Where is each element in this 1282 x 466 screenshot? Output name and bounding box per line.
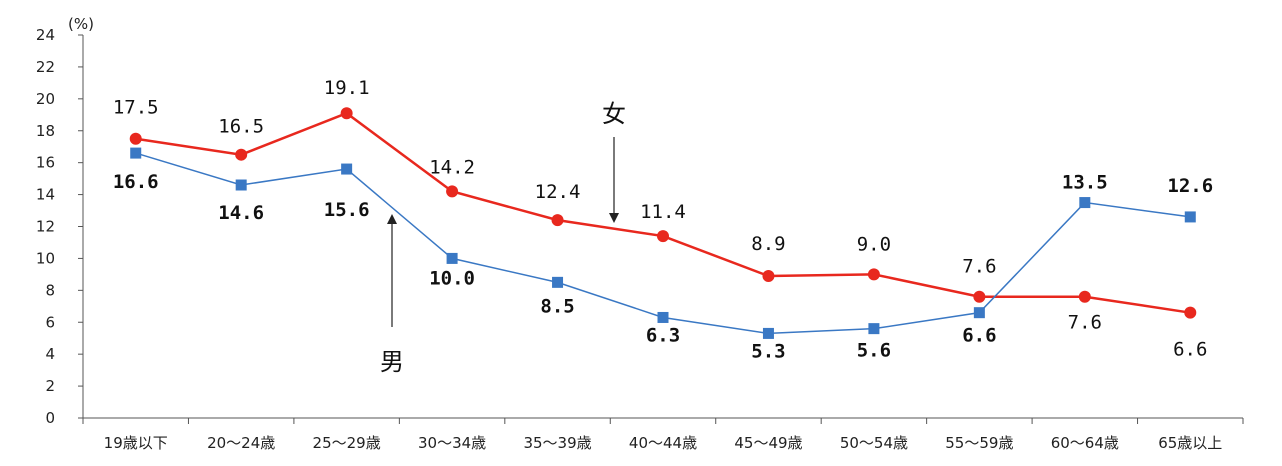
- data-point-male: [446, 252, 458, 264]
- data-label-male: 10.0: [429, 267, 475, 289]
- data-point-male: [552, 276, 564, 288]
- x-tick-label: 19歳以下: [104, 434, 168, 452]
- data-point-female: [129, 132, 142, 145]
- x-tick-label: 60～64歳: [1051, 434, 1119, 452]
- data-label-male: 13.5: [1062, 172, 1108, 194]
- data-label-male: 14.6: [218, 202, 264, 224]
- data-label-male: 8.5: [540, 295, 574, 317]
- data-label-female: 11.4: [640, 201, 686, 223]
- y-unit-label: (%): [68, 15, 94, 33]
- y-tick-label: 12: [36, 218, 55, 236]
- data-point-male: [341, 163, 353, 175]
- data-point-female: [973, 290, 986, 303]
- data-point-female: [1184, 306, 1197, 319]
- x-tick-label: 55～59歳: [945, 434, 1013, 452]
- arrow-head-icon: [609, 213, 619, 223]
- y-tick-label: 4: [45, 345, 55, 363]
- data-label-male: 12.6: [1167, 175, 1213, 197]
- data-label-male: 6.3: [646, 324, 680, 346]
- arrow-head-icon: [387, 214, 397, 224]
- x-tick-label: 50～54歳: [840, 434, 908, 452]
- data-point-female: [1078, 290, 1091, 303]
- data-label-female: 17.5: [113, 97, 159, 119]
- y-tick-label: 20: [36, 90, 55, 108]
- y-tick-label: 22: [36, 58, 55, 76]
- data-label-female: 7.6: [962, 256, 996, 278]
- data-label-female: 16.5: [218, 116, 264, 138]
- data-label-male: 15.6: [324, 199, 370, 221]
- data-point-male: [973, 307, 985, 319]
- data-point-female: [551, 214, 564, 227]
- data-label-female: 19.1: [324, 77, 370, 99]
- data-label-male: 6.6: [962, 325, 996, 347]
- data-point-female: [340, 107, 353, 120]
- y-tick-label: 10: [36, 249, 55, 267]
- y-tick-label: 24: [36, 26, 55, 44]
- data-point-female: [446, 185, 459, 198]
- y-tick-label: 2: [45, 377, 55, 395]
- data-point-male: [657, 311, 669, 323]
- data-label-female: 8.9: [751, 233, 785, 255]
- x-tick-label: 30～34歳: [418, 434, 486, 452]
- data-label-female: 7.6: [1068, 312, 1102, 334]
- y-tick-label: 8: [45, 281, 55, 299]
- series-line-male: [135, 152, 1191, 335]
- y-tick-label: 6: [45, 313, 55, 331]
- x-tick-label: 45～49歳: [734, 434, 802, 452]
- data-label-male: 5.6: [857, 340, 891, 362]
- y-tick-label: 14: [36, 186, 55, 204]
- data-point-female: [657, 230, 669, 243]
- data-label-female: 12.4: [535, 181, 581, 203]
- data-label-male: 5.3: [751, 340, 785, 362]
- series-annotation-male: 男: [380, 348, 404, 376]
- y-tick-label: 0: [45, 409, 55, 427]
- data-point-male: [762, 327, 774, 339]
- data-point-female: [762, 269, 775, 282]
- x-tick-label: 35～39歳: [523, 434, 591, 452]
- y-tick-label: 16: [36, 154, 55, 172]
- data-label-male: 16.6: [113, 171, 159, 193]
- data-point-male: [235, 179, 247, 191]
- x-tick-label: 25～29歳: [313, 434, 381, 452]
- data-label-female: 9.0: [857, 233, 891, 255]
- data-point-male: [1184, 211, 1196, 223]
- data-label-female: 14.2: [429, 156, 475, 178]
- x-tick-label: 20～24歳: [207, 434, 275, 452]
- y-tick-label: 18: [36, 122, 55, 140]
- data-point-female: [235, 148, 248, 161]
- data-point-male: [1079, 197, 1091, 209]
- data-point-male: [130, 147, 142, 159]
- series-annotation-female: 女: [602, 100, 626, 128]
- data-point-female: [867, 268, 880, 281]
- data-point-male: [868, 323, 880, 335]
- data-label-female: 6.6: [1173, 339, 1207, 361]
- x-tick-label: 40～44歳: [629, 434, 697, 452]
- x-tick-label: 65歳以上: [1158, 434, 1222, 452]
